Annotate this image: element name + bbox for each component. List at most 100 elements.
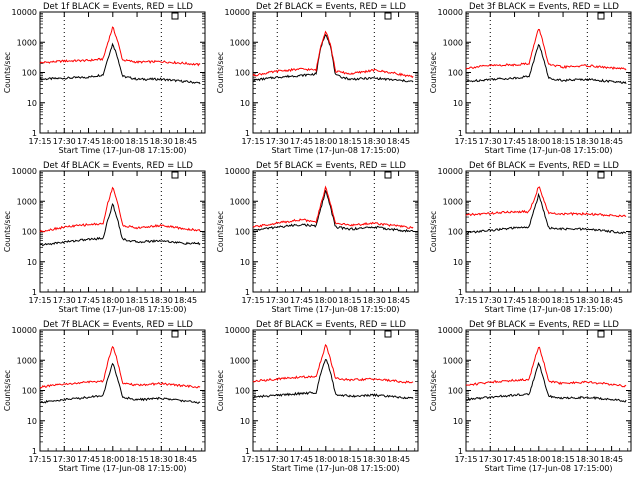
marker-box: [171, 171, 179, 179]
series-line-lld: [465, 28, 627, 71]
x-tick-label: 17:15: [454, 137, 477, 146]
x-tick-label: 17:30: [266, 137, 289, 146]
x-tick-label: 18:45: [174, 137, 197, 146]
x-axis-label: Start Time (17-Jun-08 17:15:00): [59, 305, 187, 314]
marker-box: [597, 12, 605, 20]
x-tick-label: 18:30: [363, 296, 386, 305]
x-tick-label: 17:45: [290, 296, 313, 305]
x-tick-label: 17:30: [479, 137, 502, 146]
y-tick-label: 100: [22, 387, 37, 396]
y-tick-label: 1: [458, 447, 463, 456]
x-axis-label: Start Time (17-Jun-08 17:15:00): [485, 305, 613, 314]
y-tick-label: 10000: [438, 326, 463, 335]
x-axis-label: Start Time (17-Jun-08 17:15:00): [59, 146, 187, 155]
x-tick-label: 18:15: [126, 137, 149, 146]
y-tick-label: 100: [235, 69, 250, 78]
y-tick-label: 1000: [443, 38, 463, 47]
x-axis-label: Start Time (17-Jun-08 17:15:00): [272, 146, 400, 155]
x-tick-label: 17:45: [77, 137, 100, 146]
x-tick-label: 17:15: [241, 296, 264, 305]
y-tick-label: 10000: [225, 8, 250, 17]
x-tick-label: 17:30: [266, 455, 289, 464]
y-axis-label: Counts/sec: [216, 370, 225, 411]
y-tick-label: 1000: [230, 38, 250, 47]
x-tick-label: 18:00: [314, 455, 337, 464]
x-axis-label: Start Time (17-Jun-08 17:15:00): [59, 464, 187, 473]
y-tick-label: 10000: [438, 8, 463, 17]
marker-box: [171, 330, 179, 338]
series-line-lld: [252, 30, 414, 79]
panel-title: Det 4f BLACK = Events, RED = LLD: [43, 161, 193, 171]
y-tick-label: 100: [22, 69, 37, 78]
y-tick-label: 10000: [12, 8, 37, 17]
detector-panel: 1 10 100 1000 10000 17:15 17:30 17:45 18:00 18:15…: [3, 320, 206, 473]
detector-panel: 1 10 100 1000 10000 17:15 17:30 17:45 18:00 18:15…: [216, 2, 419, 155]
x-tick-label: 17:30: [53, 455, 76, 464]
y-tick-label: 10000: [12, 326, 37, 335]
series-line-events: [252, 189, 414, 233]
x-tick-label: 18:45: [600, 455, 623, 464]
marker-box: [384, 171, 392, 179]
y-tick-label: 100: [448, 228, 463, 237]
marker-box: [597, 171, 605, 179]
y-tick-label: 100: [448, 387, 463, 396]
x-tick-label: 18:00: [527, 455, 550, 464]
x-tick-label: 18:15: [552, 455, 575, 464]
y-tick-label: 100: [235, 387, 250, 396]
x-tick-label: 17:45: [77, 455, 100, 464]
series-line-events: [465, 361, 627, 403]
panel-title: Det 3f BLACK = Events, RED = LLD: [469, 2, 619, 12]
x-tick-label: 17:30: [53, 296, 76, 305]
x-tick-label: 18:30: [576, 296, 599, 305]
y-axis-label: Counts/sec: [216, 211, 225, 252]
y-tick-label: 1: [245, 447, 250, 456]
x-tick-label: 18:15: [552, 137, 575, 146]
panel-title: Det 2f BLACK = Events, RED = LLD: [256, 2, 406, 12]
x-tick-label: 18:30: [576, 137, 599, 146]
y-tick-label: 1: [458, 129, 463, 138]
x-tick-label: 18:45: [600, 137, 623, 146]
x-tick-label: 18:30: [150, 296, 173, 305]
y-tick-label: 1000: [443, 197, 463, 206]
y-tick-label: 1000: [443, 356, 463, 365]
y-axis-label: Counts/sec: [429, 52, 438, 93]
x-tick-label: 18:00: [314, 137, 337, 146]
y-axis-label: Counts/sec: [429, 211, 438, 252]
y-tick-label: 1000: [230, 197, 250, 206]
series-line-lld: [252, 185, 414, 229]
x-tick-label: 18:15: [339, 296, 362, 305]
x-tick-label: 17:15: [454, 296, 477, 305]
detector-panel: 1 10 100 1000 10000 17:15 17:30 17:45 18:00 18:15…: [216, 161, 419, 314]
series-line-events: [465, 192, 627, 235]
x-tick-label: 18:00: [527, 137, 550, 146]
x-tick-label: 18:00: [101, 296, 124, 305]
y-tick-label: 1000: [17, 356, 37, 365]
x-tick-label: 17:15: [241, 455, 264, 464]
y-tick-label: 10: [453, 258, 463, 267]
y-tick-label: 10: [240, 99, 250, 108]
y-tick-label: 100: [22, 228, 37, 237]
y-tick-label: 10: [453, 417, 463, 426]
x-tick-label: 18:15: [126, 455, 149, 464]
y-axis-label: Counts/sec: [3, 370, 12, 411]
x-tick-label: 18:45: [387, 455, 410, 464]
x-axis-label: Start Time (17-Jun-08 17:15:00): [272, 305, 400, 314]
x-tick-label: 18:30: [150, 137, 173, 146]
detector-panel: 1 10 100 1000 10000 17:15 17:30 17:45 18:00 18:15…: [429, 320, 632, 473]
x-tick-label: 17:15: [28, 455, 51, 464]
marker-box: [597, 330, 605, 338]
x-axis-label: Start Time (17-Jun-08 17:15:00): [485, 464, 613, 473]
y-axis-label: Counts/sec: [216, 52, 225, 93]
series-line-lld: [465, 186, 627, 218]
detector-panel: 1 10 100 1000 10000 17:15 17:30 17:45 18:00 18:15…: [429, 161, 632, 314]
x-tick-label: 17:30: [479, 296, 502, 305]
x-tick-label: 17:15: [241, 137, 264, 146]
y-tick-label: 10: [240, 417, 250, 426]
y-tick-label: 1000: [17, 38, 37, 47]
y-tick-label: 10: [240, 258, 250, 267]
series-line-events: [39, 362, 201, 404]
marker-box: [171, 12, 179, 20]
x-tick-label: 18:00: [101, 455, 124, 464]
x-axis-label: Start Time (17-Jun-08 17:15:00): [272, 464, 400, 473]
